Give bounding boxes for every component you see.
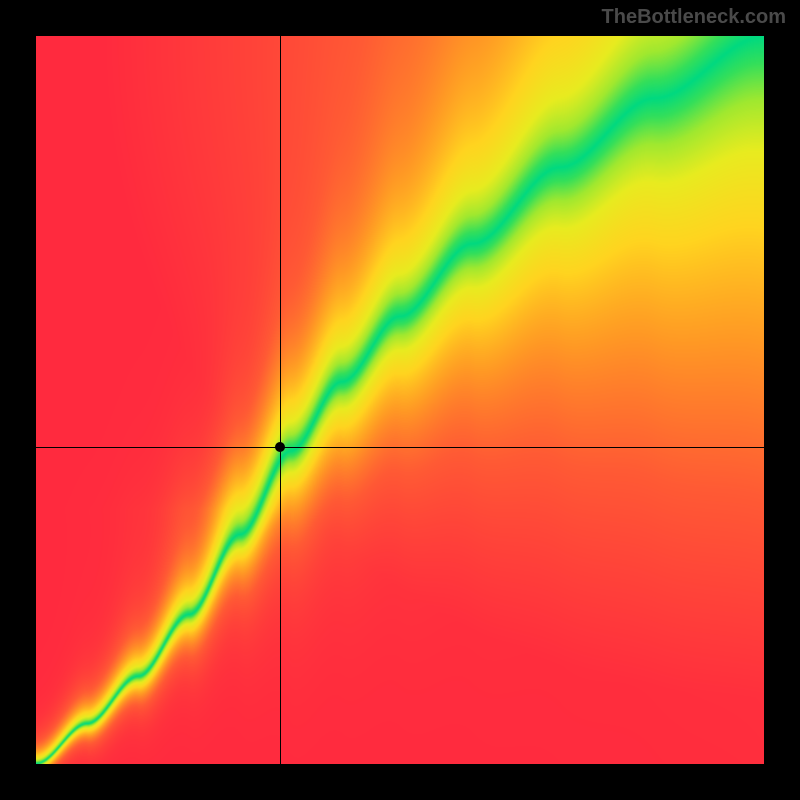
heatmap-plot [36,36,764,764]
crosshair-horizontal [36,447,764,448]
watermark-text: TheBottleneck.com [602,6,786,29]
selected-point-marker[interactable] [275,442,285,452]
crosshair-vertical [280,36,281,764]
heatmap-canvas [36,36,764,764]
